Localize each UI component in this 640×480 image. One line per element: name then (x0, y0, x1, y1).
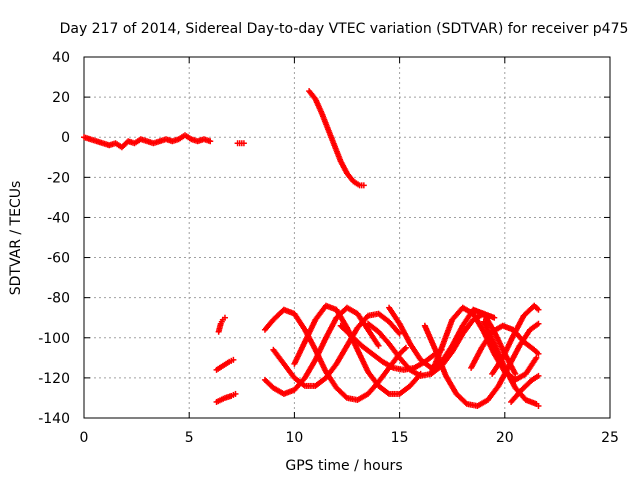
x-tick-label: 25 (601, 430, 619, 446)
y-tick-label: -20 (47, 170, 70, 186)
data-point (402, 344, 409, 351)
data-point (533, 354, 540, 361)
y-tick-labels: 40 20 0 -20 -40 -60 -80 -100 -120 -140 (38, 50, 70, 427)
data-point (221, 314, 228, 321)
data-point (396, 330, 403, 337)
axis-ticks (83, 56, 611, 419)
data-point (230, 356, 237, 363)
plot-frame (83, 56, 611, 419)
y-tick-label: 40 (52, 50, 70, 66)
data-point (535, 350, 542, 357)
y-tick-label: -80 (47, 291, 70, 307)
y-tick-label: 20 (52, 90, 70, 106)
y-tick-label: -60 (47, 251, 70, 267)
data-point (240, 140, 247, 147)
data-point (535, 402, 542, 409)
data-point (375, 342, 382, 349)
data-point (535, 372, 542, 379)
y-tick-label: -140 (38, 411, 70, 427)
x-tick-label: 15 (391, 430, 409, 446)
y-tick-label: -100 (38, 331, 70, 347)
data-point (232, 390, 239, 397)
y-tick-label: -40 (47, 210, 70, 226)
data-point (535, 306, 542, 313)
x-axis-label: GPS time / hours (285, 458, 402, 474)
x-tick-label: 10 (285, 430, 303, 446)
data-point (207, 138, 214, 145)
x-tick-labels: 0 5 10 15 20 25 (80, 430, 619, 446)
y-tick-label: -120 (38, 371, 70, 387)
data-point (360, 182, 367, 189)
data-points (81, 88, 542, 409)
data-point (535, 320, 542, 327)
y-tick-label: 0 (61, 130, 70, 146)
x-tick-label: 5 (185, 430, 194, 446)
chart-title: Day 217 of 2014, Sidereal Day-to-day VTE… (60, 21, 629, 37)
x-tick-label: 20 (496, 430, 514, 446)
x-tick-label: 0 (80, 430, 89, 446)
data-point (512, 370, 519, 377)
y-axis-label: SDTVAR / TECUs (8, 181, 24, 296)
data-point (491, 314, 498, 321)
